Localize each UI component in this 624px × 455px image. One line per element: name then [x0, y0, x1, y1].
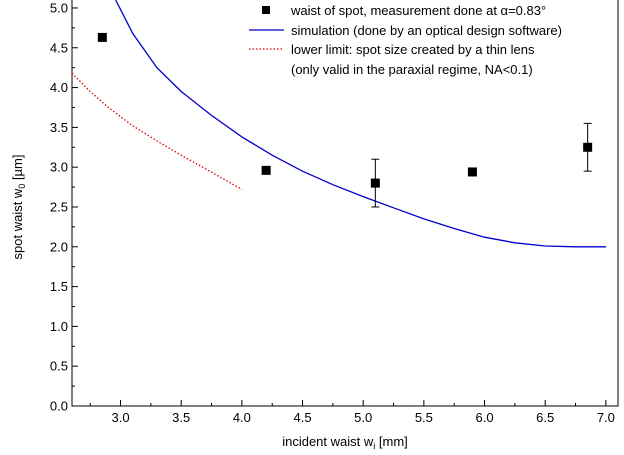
y-axis-title-suffix: [µm]	[10, 155, 25, 184]
legend-label-measurement: waist of spot, measurement done at α=0.8…	[290, 3, 546, 18]
data-point	[97, 32, 107, 42]
markers-layer	[97, 32, 593, 208]
y-tick-label: 3.5	[50, 120, 68, 135]
y-axis-title: spot waist w0 [µm]	[10, 155, 27, 260]
x-tick-label: 3.0	[111, 410, 129, 425]
y-tick-label: 0.0	[50, 399, 68, 414]
y-tick-label: 5.0	[50, 0, 68, 15]
data-point	[583, 142, 593, 152]
y-axis-title-text: spot waist w	[10, 188, 25, 259]
y-tick-label: 3.0	[50, 160, 68, 175]
x-axis-title: incident waist wi [mm]	[282, 434, 408, 451]
y-tick-label: 1.0	[50, 319, 68, 334]
legend-label-simulation: simulation (done by an optical design so…	[291, 23, 562, 38]
x-tick-label: 5.5	[415, 410, 433, 425]
y-axis-title-subscript: 0	[17, 184, 27, 189]
x-tick-label: 4.0	[233, 410, 251, 425]
x-axis-title-suffix: [mm]	[375, 434, 408, 449]
y-axis: 0.0 0.5 1.0 1.5 2.0 2.5 3.0 3.5 4.0 4.5 5.0	[50, 0, 78, 414]
x-axis-title-subscript: i	[373, 441, 375, 451]
legend: waist of spot, measurement done at α=0.8…	[249, 3, 562, 77]
data-point	[370, 178, 380, 188]
series-line-1	[115, 0, 606, 248]
x-tick-label: 7.0	[597, 410, 615, 425]
data-point	[467, 167, 477, 177]
y-tick-label: 4.0	[50, 80, 68, 95]
y-tick-label: 2.5	[50, 199, 68, 214]
legend-marker-measurement	[262, 6, 270, 14]
series-line-2	[71, 72, 243, 191]
y-tick-label: 0.5	[50, 359, 68, 374]
y-tick-label: 1.5	[50, 279, 68, 294]
x-axis-title-text: incident waist w	[282, 434, 374, 449]
plot-frame	[71, 0, 619, 407]
x-tick-label: 5.0	[354, 410, 372, 425]
legend-label-lower-limit-note: (only valid in the paraxial regime, NA<0…	[291, 62, 533, 77]
x-tick-label: 3.5	[172, 410, 190, 425]
x-axis: 3.0 3.5 4.0 4.5 5.0 5.5 6.0 6.5 7.0	[89, 400, 615, 425]
data-point	[261, 165, 271, 175]
y-tick-label: 2.0	[50, 239, 68, 254]
x-tick-label: 6.5	[536, 410, 554, 425]
x-tick-label: 4.5	[293, 410, 311, 425]
legend-label-lower-limit: lower limit: spot size created by a thin…	[291, 42, 535, 57]
curves-layer	[71, 0, 606, 248]
x-tick-label: 6.0	[475, 410, 493, 425]
y-tick-label: 4.5	[50, 40, 68, 55]
